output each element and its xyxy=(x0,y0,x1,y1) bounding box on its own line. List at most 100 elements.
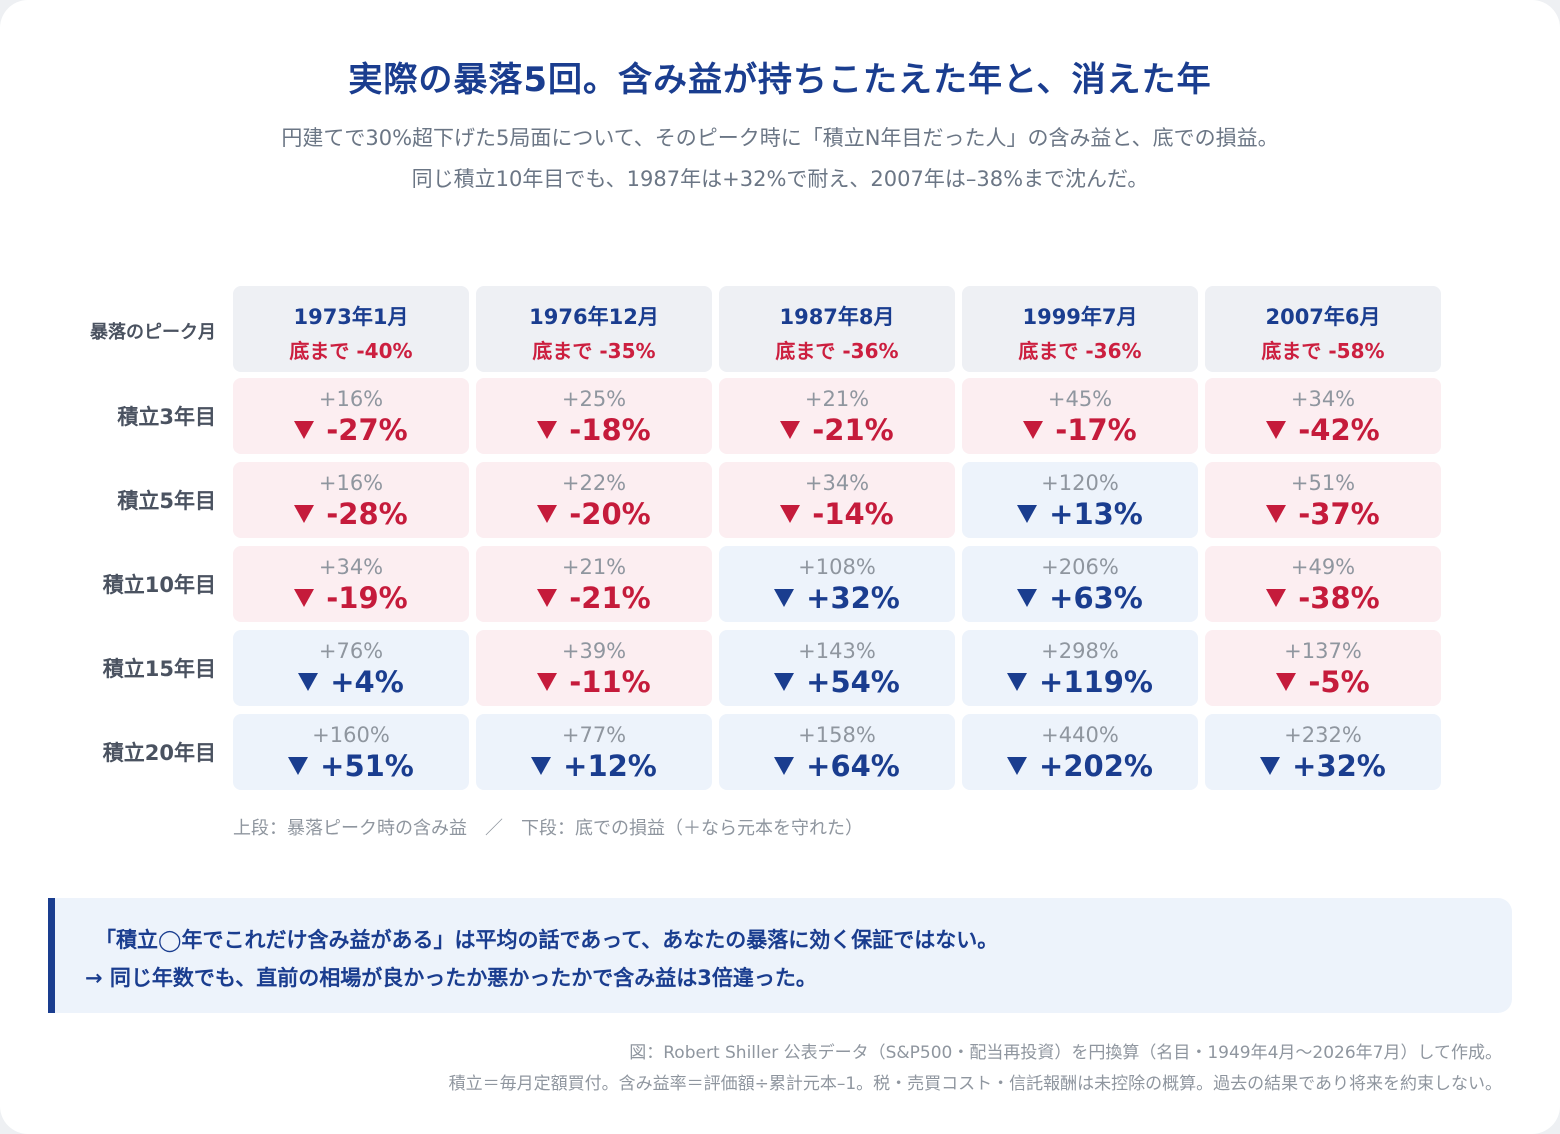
bottom-result-value: +64% xyxy=(806,749,900,783)
source-note-line-2: 積立＝毎月定額買付。含み益率＝評価額÷累計元本–1。税・売買コスト・信託報酬は未… xyxy=(448,1074,1502,1094)
bottom-result-value: -18% xyxy=(569,413,651,447)
bottom-result-value: +202% xyxy=(1039,749,1153,783)
peak-gain-value: +16% xyxy=(318,387,384,411)
bottom-result-value: -19% xyxy=(326,581,408,615)
subtitle-line-1: 円建てで30%超下げた5局面について、そのピーク時に「積立N年目だった人」の含み… xyxy=(281,126,1279,150)
bottom-result-value: -21% xyxy=(812,413,894,447)
table-cell: +25% -18% xyxy=(476,378,712,454)
down-triangle-icon xyxy=(1017,505,1038,523)
table-cell: +440% +202% xyxy=(962,714,1198,790)
bottom-result: +13% xyxy=(962,497,1198,531)
peak-gain-value: +77% xyxy=(561,723,627,747)
row-label: 積立15年目 xyxy=(102,657,216,681)
table-cell: +21% -21% xyxy=(476,546,712,622)
down-triangle-icon xyxy=(1276,673,1297,691)
bottom-result-value: +32% xyxy=(1292,749,1386,783)
bottom-result-value: +119% xyxy=(1039,665,1153,699)
bottom-result-value: -38% xyxy=(1298,581,1380,615)
key-takeaway-callout: 「積立◯年でこれだけ含み益がある」は平均の話であって、あなたの暴落に効く保証では… xyxy=(48,898,1512,1013)
column-header: 1999年7月 底まで -36% xyxy=(962,286,1198,372)
row-label: 積立10年目 xyxy=(102,573,216,597)
bottom-result-value: +4% xyxy=(330,665,404,699)
bottom-result-value: -27% xyxy=(326,413,408,447)
down-triangle-icon xyxy=(294,421,315,439)
peak-gain-value: +39% xyxy=(561,639,627,663)
bottom-result: +64% xyxy=(719,749,955,783)
bottom-result-value: +54% xyxy=(806,665,900,699)
column-header: 1987年8月 底まで -36% xyxy=(719,286,955,372)
bottom-result-value: -11% xyxy=(569,665,651,699)
peak-gain-value: +51% xyxy=(1290,471,1356,495)
table-cell: +21% -21% xyxy=(719,378,955,454)
peak-gain-value: +206% xyxy=(1041,555,1119,579)
peak-gain-value: +440% xyxy=(1041,723,1119,747)
bottom-result: +32% xyxy=(1205,749,1441,783)
down-triangle-icon xyxy=(288,757,309,775)
table-cell: +232% +32% xyxy=(1205,714,1441,790)
bottom-result: -27% xyxy=(233,413,469,447)
peak-gain-value: +22% xyxy=(561,471,627,495)
bottom-result: +32% xyxy=(719,581,955,615)
peak-month: 1973年1月 xyxy=(293,305,409,329)
bottom-result: +119% xyxy=(962,665,1198,699)
bottom-result: +202% xyxy=(962,749,1198,783)
peak-gain-value: +16% xyxy=(318,471,384,495)
peak-gain-value: +120% xyxy=(1041,471,1119,495)
bottom-result: -21% xyxy=(476,581,712,615)
bottom-result: -18% xyxy=(476,413,712,447)
down-triangle-icon xyxy=(1007,757,1028,775)
row-label: 積立20年目 xyxy=(102,741,216,765)
down-triangle-icon xyxy=(1266,505,1287,523)
peak-gain-value: +25% xyxy=(561,387,627,411)
bottom-result: +54% xyxy=(719,665,955,699)
drawdown-label: 底まで -36% xyxy=(1018,339,1142,363)
bottom-result-value: +32% xyxy=(806,581,900,615)
down-triangle-icon xyxy=(1023,421,1044,439)
column-header: 2007年6月 底まで -58% xyxy=(1205,286,1441,372)
peak-gain-value: +108% xyxy=(798,555,876,579)
bottom-result-value: -14% xyxy=(812,497,894,531)
bottom-result: +51% xyxy=(233,749,469,783)
callout-line-1: 「積立◯年でこれだけ含み益がある」は平均の話であって、あなたの暴落に効く保証では… xyxy=(95,928,999,952)
bottom-result-value: -17% xyxy=(1055,413,1137,447)
table-cell: +51% -37% xyxy=(1205,462,1441,538)
peak-gain-value: +21% xyxy=(804,387,870,411)
bottom-result: -19% xyxy=(233,581,469,615)
bottom-result: -21% xyxy=(719,413,955,447)
table-cell: +22% -20% xyxy=(476,462,712,538)
down-triangle-icon xyxy=(780,505,801,523)
bottom-result-value: +63% xyxy=(1049,581,1143,615)
table-cell: +76% +4% xyxy=(233,630,469,706)
down-triangle-icon xyxy=(294,505,315,523)
bottom-result: -14% xyxy=(719,497,955,531)
bottom-result-value: +51% xyxy=(320,749,414,783)
bottom-result: -28% xyxy=(233,497,469,531)
peak-gain-value: +143% xyxy=(798,639,876,663)
table-cell: +143% +54% xyxy=(719,630,955,706)
table-cell: +108% +32% xyxy=(719,546,955,622)
down-triangle-icon xyxy=(537,673,558,691)
down-triangle-icon xyxy=(780,421,801,439)
down-triangle-icon xyxy=(537,421,558,439)
down-triangle-icon xyxy=(537,505,558,523)
down-triangle-icon xyxy=(774,757,795,775)
peak-month: 1999年7月 xyxy=(1022,305,1138,329)
down-triangle-icon xyxy=(774,673,795,691)
header-row-label: 暴落のピーク月 xyxy=(90,322,216,343)
peak-month: 1976年12月 xyxy=(529,305,659,329)
peak-gain-value: +21% xyxy=(561,555,627,579)
peak-gain-value: +232% xyxy=(1284,723,1362,747)
table-cell: +49% -38% xyxy=(1205,546,1441,622)
table-cell: +45% -17% xyxy=(962,378,1198,454)
peak-gain-value: +160% xyxy=(312,723,390,747)
peak-gain-value: +34% xyxy=(318,555,384,579)
drawdown-label: 底まで -58% xyxy=(1261,339,1385,363)
bottom-result-value: -20% xyxy=(569,497,651,531)
table-cell: +16% -27% xyxy=(233,378,469,454)
down-triangle-icon xyxy=(294,589,315,607)
column-header: 1976年12月 底まで -35% xyxy=(476,286,712,372)
bottom-result-value: -37% xyxy=(1298,497,1380,531)
table-cell: +298% +119% xyxy=(962,630,1198,706)
peak-gain-value: +76% xyxy=(318,639,384,663)
